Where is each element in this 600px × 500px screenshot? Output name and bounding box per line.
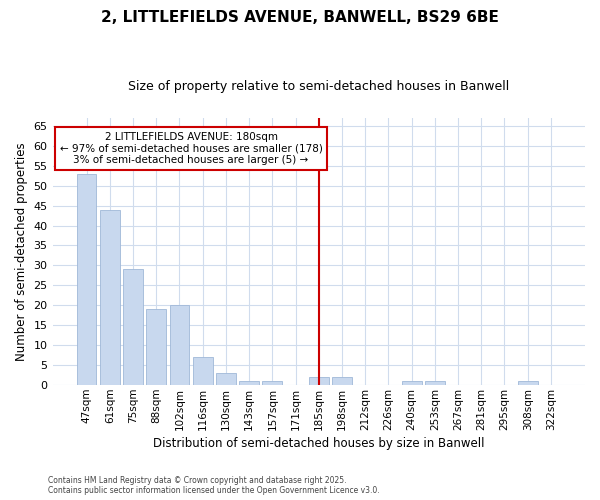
Bar [193,357,212,385]
Bar [100,210,119,385]
Bar [309,377,329,385]
Bar [123,270,143,385]
Title: Size of property relative to semi-detached houses in Banwell: Size of property relative to semi-detach… [128,80,509,93]
Bar [402,381,422,385]
Text: Contains HM Land Registry data © Crown copyright and database right 2025.
Contai: Contains HM Land Registry data © Crown c… [48,476,380,495]
Y-axis label: Number of semi-detached properties: Number of semi-detached properties [15,142,28,361]
X-axis label: Distribution of semi-detached houses by size in Banwell: Distribution of semi-detached houses by … [153,437,485,450]
Text: 2 LITTLEFIELDS AVENUE: 180sqm
← 97% of semi-detached houses are smaller (178)
3%: 2 LITTLEFIELDS AVENUE: 180sqm ← 97% of s… [59,132,323,165]
Bar [518,381,538,385]
Bar [146,310,166,385]
Bar [262,381,282,385]
Text: 2, LITTLEFIELDS AVENUE, BANWELL, BS29 6BE: 2, LITTLEFIELDS AVENUE, BANWELL, BS29 6B… [101,10,499,25]
Bar [239,381,259,385]
Bar [216,373,236,385]
Bar [332,377,352,385]
Bar [425,381,445,385]
Bar [170,306,190,385]
Bar [77,174,97,385]
